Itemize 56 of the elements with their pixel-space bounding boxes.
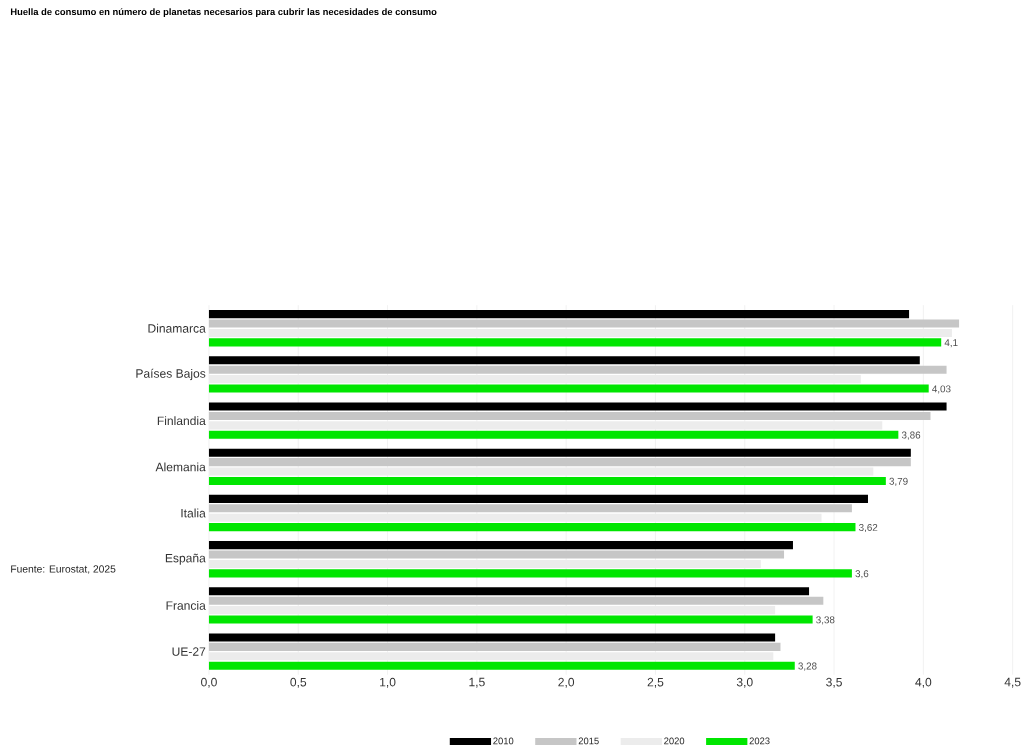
y-tick-label: Alemania	[155, 462, 206, 472]
bar	[208, 642, 781, 651]
bar	[208, 365, 947, 374]
legend-label: 2015	[578, 737, 599, 745]
x-tick-label: 4,0	[915, 677, 932, 688]
x-tick-label: 4,5	[1004, 677, 1021, 688]
bar	[208, 587, 810, 596]
x-tick-label: 3,0	[736, 677, 753, 688]
bar	[208, 411, 931, 420]
bar	[208, 523, 856, 532]
bar	[208, 494, 868, 503]
bar	[208, 633, 776, 642]
data-label: 4,1	[944, 339, 958, 348]
x-tick-label: 2,5	[647, 677, 664, 688]
data-label: 3,86	[901, 431, 921, 440]
y-tick-label: Finlandia	[157, 416, 206, 426]
y-tick-label: Francia	[166, 600, 206, 610]
bar	[208, 541, 793, 550]
data-label: 3,79	[889, 477, 908, 486]
y-tick-label: Países Bajos	[136, 368, 206, 381]
data-label: 3,28	[798, 662, 817, 671]
bar	[208, 338, 942, 347]
bar	[208, 569, 852, 578]
y-tick-label: Dinamarca	[148, 323, 206, 333]
y-tick-label: España	[165, 553, 206, 565]
data-label: 3,6	[855, 570, 869, 579]
x-tick-label: 1,5	[469, 677, 485, 688]
bar	[208, 476, 886, 485]
x-tick-label: 1,0	[380, 677, 396, 688]
bar	[208, 661, 795, 670]
bar	[208, 319, 960, 328]
y-tick-label: Italia	[181, 508, 206, 518]
bar	[208, 615, 813, 624]
legend-label: 2010	[493, 737, 514, 745]
source-note: Fuente: Eurostat, 2025	[11, 565, 116, 574]
bar	[208, 430, 899, 439]
legend-label: 2020	[664, 737, 685, 745]
bar	[208, 402, 947, 411]
bar	[208, 458, 911, 467]
chart-title: Huella de consumo en número de planetas necesarios para cubrir las necesidades de consumo	[10, 8, 437, 17]
y-tick-label: UE-27	[172, 647, 206, 656]
data-label: 3,38	[816, 616, 835, 625]
bar	[208, 448, 911, 457]
x-tick-label: 3,5	[826, 677, 842, 688]
bar	[208, 504, 852, 513]
bar	[208, 384, 929, 393]
legend-label: 2023	[749, 737, 770, 745]
bar	[208, 550, 785, 559]
x-tick-label: 0,5	[290, 677, 307, 688]
x-tick-label: 2,0	[558, 677, 575, 688]
data-label: 3,62	[859, 523, 878, 533]
bar	[208, 356, 920, 365]
bar	[208, 310, 910, 319]
x-tick-label: 0,0	[201, 677, 217, 688]
data-label: 4,03	[932, 385, 951, 394]
bar	[208, 596, 824, 605]
